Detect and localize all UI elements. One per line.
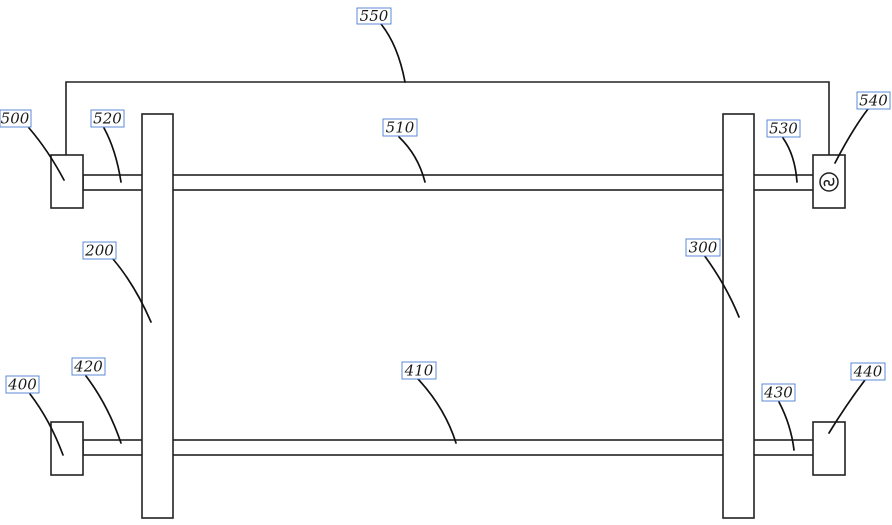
block-400 bbox=[50, 421, 84, 476]
label-300: 300 bbox=[685, 239, 721, 257]
leader-530 bbox=[782, 137, 798, 183]
label-430-text: 430 bbox=[763, 384, 793, 402]
leader-420 bbox=[85, 375, 122, 444]
leader-440 bbox=[828, 379, 866, 434]
leader-520 bbox=[103, 127, 122, 183]
label-400: 400 bbox=[5, 376, 40, 394]
label-550-text: 550 bbox=[360, 7, 389, 25]
frame-200 bbox=[141, 113, 174, 519]
label-430: 430 bbox=[761, 384, 796, 402]
block-500 bbox=[50, 154, 84, 209]
label-200: 200 bbox=[82, 242, 117, 260]
label-520-text: 520 bbox=[93, 110, 122, 128]
label-400-text: 400 bbox=[7, 376, 37, 394]
label-530-text: 530 bbox=[769, 120, 798, 138]
leader-410 bbox=[417, 378, 457, 444]
leader-430 bbox=[778, 401, 795, 451]
block-440 bbox=[812, 421, 846, 476]
label-410-text: 410 bbox=[404, 362, 434, 380]
leader-400 bbox=[29, 393, 64, 456]
label-540-text: 540 bbox=[859, 92, 888, 110]
label-550: 550 bbox=[356, 7, 392, 25]
label-520: 520 bbox=[90, 110, 125, 128]
label-420-text: 420 bbox=[73, 358, 103, 376]
label-410: 410 bbox=[401, 362, 437, 380]
leader-500 bbox=[28, 127, 65, 181]
label-530: 530 bbox=[766, 120, 801, 138]
label-510: 510 bbox=[382, 119, 418, 137]
leader-510 bbox=[398, 136, 426, 183]
label-440: 440 bbox=[850, 363, 886, 381]
label-500: 500 bbox=[0, 110, 32, 128]
label-300-text: 300 bbox=[689, 239, 718, 257]
label-500-text: 500 bbox=[1, 110, 30, 128]
leader-200 bbox=[112, 258, 152, 323]
ac-source-icon bbox=[819, 172, 839, 192]
leader-550 bbox=[380, 23, 406, 83]
label-510-text: 510 bbox=[386, 119, 415, 137]
label-420: 420 bbox=[71, 358, 106, 376]
leader-540 bbox=[834, 108, 869, 164]
label-200-text: 200 bbox=[84, 242, 114, 260]
label-440-text: 440 bbox=[853, 363, 883, 381]
label-540: 540 bbox=[856, 92, 891, 110]
wire-550 bbox=[65, 81, 830, 155]
leader-300 bbox=[703, 254, 740, 318]
rod-510 bbox=[82, 174, 815, 191]
rod-410 bbox=[82, 439, 815, 456]
